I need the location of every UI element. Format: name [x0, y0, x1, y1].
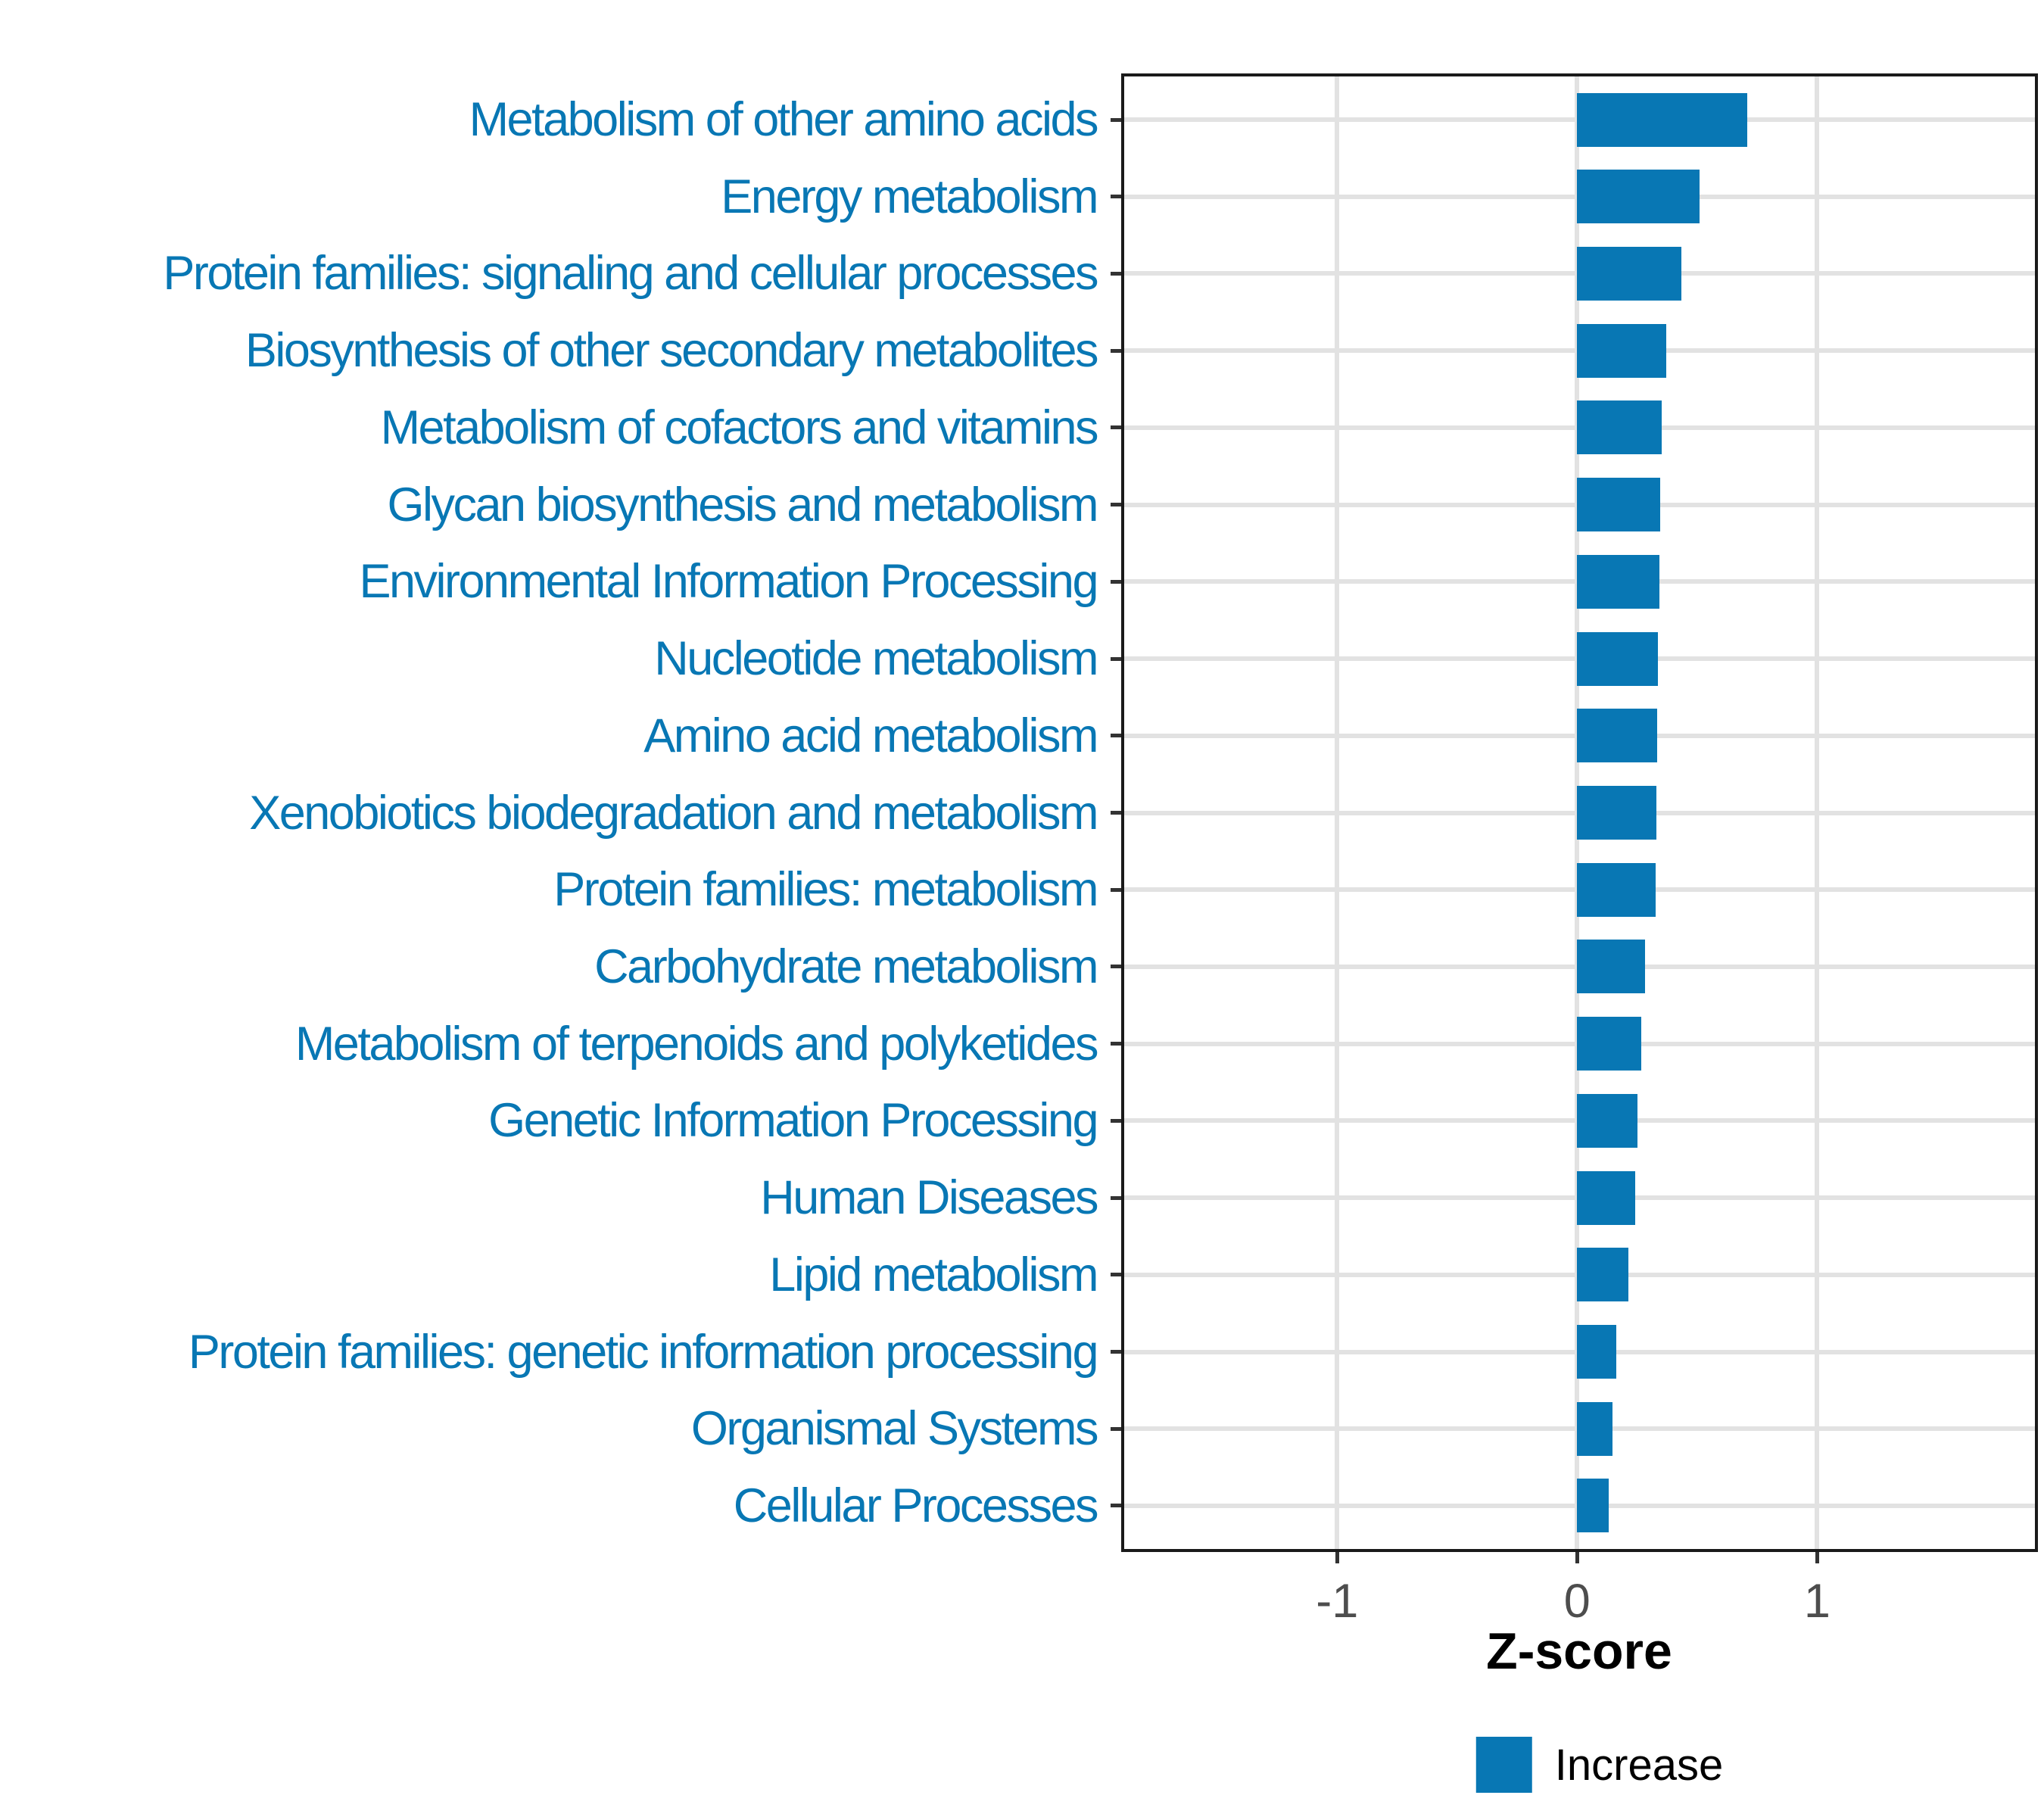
y-axis-tick [1111, 1118, 1121, 1123]
bar [1577, 1479, 1609, 1533]
x-axis-tick [1575, 1552, 1579, 1563]
bar [1577, 246, 1682, 301]
bar [1577, 323, 1666, 378]
legend-label: Increase [1554, 1740, 1724, 1790]
y-axis-label: Environmental Information Processing [359, 555, 1098, 609]
x-axis-tick [1815, 1552, 1819, 1563]
bar [1577, 940, 1645, 994]
bar [1577, 92, 1748, 147]
plot-panel [1121, 73, 2038, 1552]
bar [1577, 862, 1656, 917]
y-axis-label: Protein families: genetic information pr… [188, 1325, 1099, 1379]
y-axis-label: Genetic Information Processing [488, 1094, 1098, 1148]
y-axis-tick [1111, 1350, 1121, 1354]
y-axis-label: Energy metabolism [721, 170, 1098, 223]
y-axis-tick [1111, 811, 1121, 815]
y-axis-tick [1111, 195, 1121, 199]
y-axis-label: Organismal Systems [690, 1402, 1099, 1456]
y-axis-tick [1111, 1273, 1121, 1277]
bar [1577, 1325, 1616, 1379]
y-axis-label: Nucleotide metabolism [654, 632, 1098, 686]
bar [1577, 170, 1700, 224]
bar [1577, 631, 1659, 686]
y-axis-label: Human Diseases [760, 1171, 1098, 1225]
y-axis-tick [1111, 425, 1121, 430]
y-axis-tick [1111, 734, 1121, 738]
y-axis-tick [1111, 1042, 1121, 1046]
bar [1577, 1017, 1641, 1071]
y-axis-tick [1111, 117, 1121, 122]
y-axis-tick [1111, 887, 1121, 892]
x-axis-tick [1335, 1552, 1339, 1563]
y-axis-label: Metabolism of terpenoids and polyketides [294, 1017, 1099, 1071]
bar [1577, 1170, 1636, 1225]
y-axis-label: Metabolism of cofactors and vitamins [380, 400, 1099, 454]
y-axis-tick [1111, 503, 1121, 507]
legend: Increase [1475, 1737, 1724, 1793]
y-axis-label: Protein families: metabolism [553, 863, 1098, 917]
y-axis-tick [1111, 271, 1121, 276]
x-tick-label: 1 [1803, 1575, 1831, 1628]
bar [1577, 1248, 1628, 1302]
y-axis-label: Xenobiotics biodegradation and metabolis… [249, 786, 1098, 840]
bar [1577, 709, 1657, 763]
y-axis-label: Biosynthesis of other secondary metaboli… [245, 324, 1099, 378]
x-tick-label: 0 [1563, 1575, 1591, 1628]
bar [1577, 1401, 1613, 1456]
y-axis-tick [1111, 348, 1121, 353]
legend-swatch-increase-icon [1475, 1737, 1532, 1793]
y-axis-label: Cellular Processes [733, 1479, 1099, 1532]
x-tick-label: -1 [1316, 1575, 1359, 1628]
y-axis-tick [1111, 1504, 1121, 1508]
y-axis-label: Protein families: signaling and cellular… [163, 247, 1098, 301]
y-axis-label: Metabolism of other amino acids [469, 93, 1099, 147]
bar [1577, 400, 1662, 455]
y-axis-tick [1111, 1195, 1121, 1200]
bar [1577, 554, 1659, 609]
y-axis-label: Glycan biosynthesis and metabolism [387, 478, 1099, 531]
y-axis-tick [1111, 1426, 1121, 1431]
y-axis-label: Amino acid metabolism [643, 709, 1098, 762]
y-axis-tick [1111, 579, 1121, 584]
y-axis-tick [1111, 656, 1121, 661]
y-axis-label: Carbohydrate metabolism [594, 940, 1098, 993]
bar [1577, 1093, 1637, 1148]
y-axis-tick [1111, 965, 1121, 969]
bar [1577, 786, 1656, 840]
y-axis-label: Lipid metabolism [769, 1248, 1098, 1301]
x-axis-title: Z-score [1486, 1622, 1672, 1680]
bar [1577, 478, 1660, 532]
